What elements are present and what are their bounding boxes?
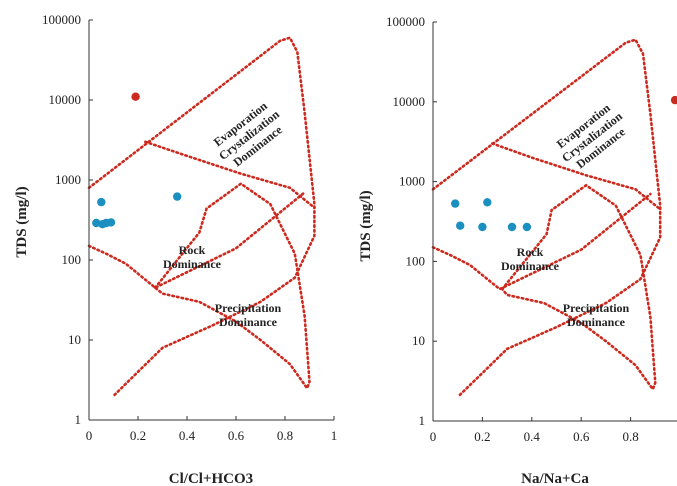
- data-point: [451, 199, 460, 208]
- region-label-line: Dominance: [163, 257, 222, 271]
- boundary-upper-arm: [491, 142, 662, 211]
- y-tick-label: 1000: [399, 174, 425, 189]
- x-tick-label: 0.4: [524, 429, 541, 444]
- region-label-line: Rock: [517, 245, 544, 259]
- data-point: [456, 221, 465, 230]
- boundary-upper-arm: [144, 140, 316, 209]
- x-tick-label: 0.6: [228, 428, 245, 443]
- gibbs-chart-sodium: TDS (mg/l) Na/Na+Ca 1 10 100 1000 10000 10000…: [358, 14, 677, 486]
- region-label-line: Precipitation: [215, 301, 282, 315]
- data-point: [522, 222, 532, 232]
- x-tick-label: 0.2: [474, 429, 490, 444]
- x-tick-label: 0: [430, 429, 437, 444]
- x-tick-label: 0.8: [277, 428, 293, 443]
- data-point: [173, 192, 182, 201]
- data-point: [478, 222, 487, 232]
- y-tick-label: 10: [68, 332, 81, 347]
- boundary-rock: [431, 192, 652, 291]
- data-point: [483, 198, 492, 207]
- data-point: [106, 218, 116, 227]
- y-axis-title: TDS (mg/l): [358, 190, 374, 261]
- gibbs-chart-chloride: TDS (mg/l) Cl/Cl+HCO3 110100100010000100…: [14, 12, 337, 486]
- x-axis-title: Cl/Cl+HCO3: [169, 471, 253, 486]
- y-tick-label: 1000: [55, 172, 81, 187]
- boundary-evaporation: [87, 36, 316, 398]
- y-tick-label: 1: [419, 413, 426, 428]
- boundary-precipitation: [500, 183, 657, 392]
- y-tick-label: 10000: [49, 92, 82, 107]
- x-tick-label: 0.2: [130, 428, 146, 443]
- y-axis-title: TDS (mg/l): [14, 186, 30, 257]
- data-point: [670, 95, 677, 105]
- data-point: [131, 92, 140, 101]
- x-axis-title: Na/Na+Ca: [521, 471, 589, 486]
- boundary-evaporation: [431, 38, 662, 399]
- y-tick-label: 10000: [393, 94, 426, 109]
- data-point: [507, 222, 517, 232]
- boundary-precipitation: [153, 182, 311, 391]
- y-tick-label: 100000: [386, 14, 425, 29]
- region-label-line: Dominance: [219, 315, 278, 329]
- y-tick-label: 100000: [42, 12, 81, 27]
- x-tick-label: 1: [331, 428, 338, 443]
- x-tick-label: 0.6: [573, 429, 590, 444]
- data-point: [97, 197, 106, 207]
- region-label-line: Dominance: [567, 315, 626, 329]
- y-tick-label: 10: [412, 333, 425, 348]
- region-label-line: Dominance: [501, 259, 560, 273]
- x-tick-label: 0: [86, 428, 93, 443]
- y-tick-label: 100: [406, 253, 426, 268]
- boundary-rock: [87, 191, 306, 290]
- y-tick-label: 1: [75, 412, 82, 427]
- x-tick-label: 0.8: [622, 429, 638, 444]
- y-tick-label: 100: [62, 252, 82, 267]
- region-label-line: Precipitation: [563, 301, 630, 315]
- region-label-line: Rock: [179, 243, 206, 257]
- x-tick-label: 0.4: [179, 428, 196, 443]
